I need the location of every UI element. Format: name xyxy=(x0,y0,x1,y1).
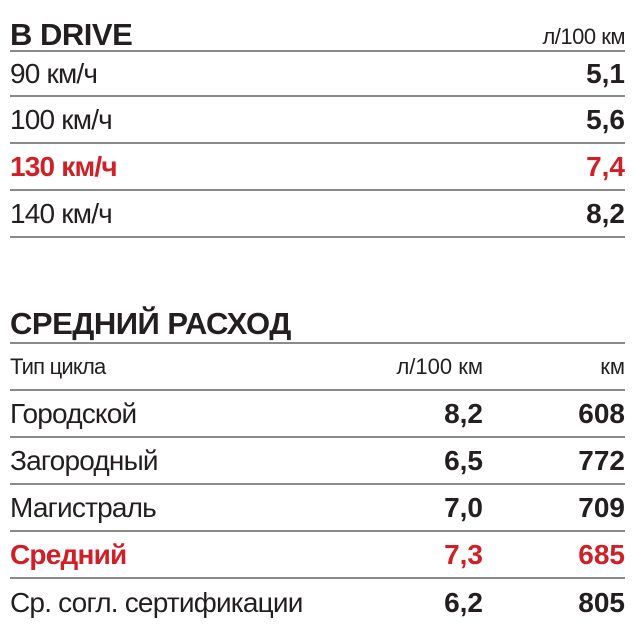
column-headers: Тип цикла л/100 км км xyxy=(10,344,625,391)
drive-row: 90 км/ч 5,1 xyxy=(10,50,625,97)
row-label: Городской xyxy=(10,397,137,429)
table-row: Магистраль 7,0 709 xyxy=(10,485,625,532)
table-row: Загородный 6,5 772 xyxy=(10,438,625,485)
row-range: 685 xyxy=(578,538,625,570)
row-range: 709 xyxy=(578,491,625,523)
drive-title: B DRIVE xyxy=(10,17,133,52)
row-range: 608 xyxy=(578,397,625,429)
column-header-consumption: л/100 км xyxy=(396,353,483,379)
drive-header: B DRIVE л/100 км xyxy=(10,12,625,50)
row-consumption: 8,2 xyxy=(444,397,483,429)
drive-row: 100 км/ч 5,6 xyxy=(10,97,625,144)
column-header-range: км xyxy=(600,353,625,379)
row-label: 100 км/ч xyxy=(10,103,113,135)
drive-row: 140 км/ч 8,2 xyxy=(10,191,625,238)
row-value: 5,6 xyxy=(586,103,625,135)
column-header-cycle: Тип цикла xyxy=(10,353,106,379)
drive-table: B DRIVE л/100 км 90 км/ч 5,1 100 км/ч 5,… xyxy=(10,12,625,238)
drive-unit: л/100 км xyxy=(542,24,625,49)
table-row: Ср. согл. сертификации 6,2 805 xyxy=(10,579,625,626)
row-value: 5,1 xyxy=(586,57,625,89)
average-table: СРЕДНИЙ РАСХОД Тип цикла л/100 км км Гор… xyxy=(10,308,625,626)
row-range: 805 xyxy=(578,586,625,618)
row-value: 7,4 xyxy=(586,150,625,182)
row-label: 130 км/ч xyxy=(10,150,118,182)
average-header: СРЕДНИЙ РАСХОД xyxy=(10,308,625,344)
table-row-highlighted: Средний 7,3 685 xyxy=(10,532,625,579)
row-value: 8,2 xyxy=(586,197,625,229)
row-consumption: 6,2 xyxy=(444,586,483,618)
row-consumption: 7,0 xyxy=(444,491,483,523)
row-label: Средний xyxy=(10,538,127,570)
row-label: 90 км/ч xyxy=(10,57,98,89)
row-label: Загородный xyxy=(10,444,159,476)
row-consumption: 7,3 xyxy=(444,538,483,570)
drive-row-highlighted: 130 км/ч 7,4 xyxy=(10,144,625,191)
row-consumption: 6,5 xyxy=(444,444,483,476)
row-range: 772 xyxy=(578,444,625,476)
row-label: 140 км/ч xyxy=(10,197,113,229)
row-label: Магистраль xyxy=(10,491,157,523)
row-label: Ср. согл. сертификации xyxy=(10,586,303,618)
average-title: СРЕДНИЙ РАСХОД xyxy=(10,306,291,341)
table-row: Городской 8,2 608 xyxy=(10,391,625,438)
